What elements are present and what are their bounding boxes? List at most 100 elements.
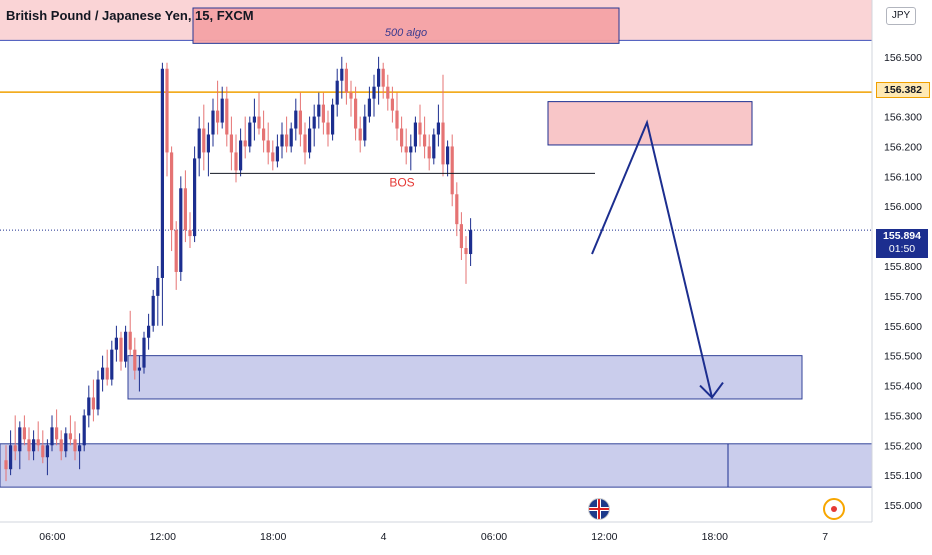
x-tick-label: 7	[822, 531, 828, 543]
candle	[114, 325, 118, 362]
candle-body	[87, 397, 91, 416]
candles-layer	[4, 56, 473, 482]
projection-arrow	[591, 119, 713, 398]
candle-body	[271, 152, 275, 162]
candle	[220, 86, 224, 129]
currency-button[interactable]: JPY	[886, 7, 916, 25]
x-tick-label: 06:00	[481, 531, 507, 543]
candle-body	[248, 122, 252, 147]
candle-body	[4, 460, 8, 470]
candle-body	[73, 439, 77, 452]
candle-body	[409, 146, 413, 153]
candle	[156, 265, 160, 326]
candle-body	[367, 98, 371, 117]
candle	[335, 68, 339, 117]
candle	[321, 92, 325, 135]
candle	[308, 116, 312, 159]
candle-body	[193, 158, 197, 237]
candle-body	[285, 134, 289, 147]
candle-body	[331, 104, 335, 135]
candle	[243, 116, 247, 159]
x-tick-label: 06:00	[39, 531, 65, 543]
candle	[275, 134, 279, 168]
candle-body	[183, 188, 187, 231]
candle-body	[78, 445, 82, 452]
bos-label: BOS	[389, 175, 414, 189]
candle-body	[59, 439, 63, 452]
candle-body	[13, 445, 17, 452]
candle-body	[147, 325, 151, 338]
candle	[459, 212, 463, 261]
candle	[289, 122, 293, 153]
candle	[45, 439, 49, 476]
candle	[105, 349, 109, 386]
demand-zone-box	[127, 355, 803, 400]
candle	[206, 122, 210, 177]
candle	[82, 409, 86, 452]
lower-demand-zone	[0, 443, 873, 488]
candle	[377, 56, 381, 105]
candle	[165, 62, 169, 177]
candle-body	[459, 224, 463, 249]
candle	[64, 427, 68, 458]
overlay-layer: BOS 500 algo	[210, 27, 724, 400]
candle	[174, 221, 178, 290]
candle	[413, 116, 417, 153]
candle	[344, 62, 348, 105]
candle-body	[427, 146, 431, 159]
uk-flag-icon[interactable]	[588, 498, 610, 520]
candle	[137, 355, 141, 392]
y-tick-label: 156.100	[884, 171, 922, 183]
y-tick-label: 155.800	[884, 261, 922, 273]
candle	[9, 430, 13, 476]
candle-body	[170, 152, 174, 231]
time-axis-bg	[0, 522, 932, 550]
candle-body	[450, 146, 454, 195]
candle	[142, 331, 146, 374]
candle-body	[326, 122, 330, 135]
last-price-value: 155.894	[883, 230, 921, 242]
candle	[441, 74, 445, 177]
candle-body	[110, 349, 114, 380]
candle-body	[45, 445, 49, 458]
candle	[436, 104, 440, 147]
candle	[285, 116, 289, 153]
candle	[271, 140, 275, 171]
candle-body	[321, 104, 325, 123]
candle-body	[257, 116, 261, 129]
candle	[124, 325, 128, 368]
candle	[229, 116, 233, 171]
candle	[455, 182, 459, 237]
candle-body	[404, 146, 408, 153]
candle	[298, 92, 302, 147]
candle	[367, 86, 371, 123]
candle-body	[188, 230, 192, 237]
y-tick-label: 155.200	[884, 440, 922, 452]
candle	[87, 385, 91, 428]
candle-body	[308, 128, 312, 153]
candle-body	[395, 110, 399, 129]
candle	[381, 62, 385, 99]
candle	[68, 415, 72, 446]
candle-body	[294, 110, 298, 129]
y-tick-label: 155.500	[884, 351, 922, 363]
candle	[469, 218, 473, 266]
candle-body	[22, 427, 26, 440]
candle	[280, 122, 284, 159]
candle-body	[229, 134, 233, 153]
candle-body	[64, 433, 68, 452]
candle	[216, 80, 220, 135]
economic-event-icon[interactable]	[823, 498, 845, 520]
candle-body	[128, 331, 132, 350]
candle-body	[432, 134, 436, 159]
candle	[55, 409, 59, 446]
candle-body	[469, 230, 473, 255]
candle	[202, 104, 206, 171]
candle	[119, 331, 123, 371]
price-grid	[0, 91, 872, 231]
candle	[257, 92, 261, 135]
candle	[27, 427, 31, 461]
